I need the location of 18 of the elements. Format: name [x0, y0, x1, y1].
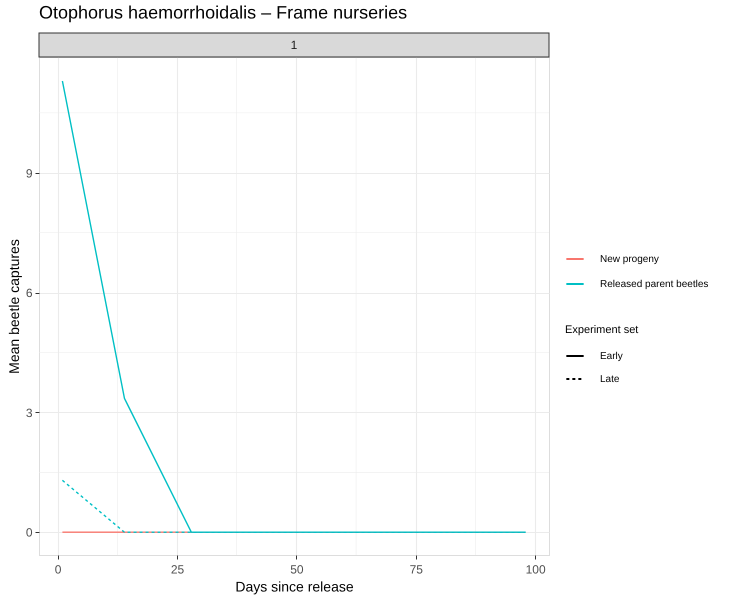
- x-tick-label: 0: [54, 562, 62, 576]
- legend-label: New progeny: [600, 254, 659, 265]
- text: Early: [600, 351, 623, 362]
- x-tick-label: 25: [170, 562, 184, 576]
- x-tick-label: 75: [410, 562, 424, 576]
- y-tick-label: 9: [26, 166, 33, 180]
- x-tick-label: 50: [290, 562, 304, 576]
- y-tick-label: 6: [26, 286, 33, 300]
- y-tick-label: 0: [26, 526, 33, 540]
- legend-label: Released parent beetles: [600, 279, 708, 290]
- legend-title: Experiment set: [565, 324, 638, 336]
- y-axis-title: Mean beetle captures: [6, 239, 22, 374]
- chart-title: Otophorus haemorrhoidalis – Frame nurseries: [39, 2, 408, 22]
- text: Late: [600, 374, 620, 385]
- y-tick-label: 3: [26, 406, 33, 420]
- x-tick-label: 100: [526, 562, 546, 576]
- x-axis-title: Days since release: [235, 578, 354, 594]
- chart-subtitle: 1: [290, 38, 298, 52]
